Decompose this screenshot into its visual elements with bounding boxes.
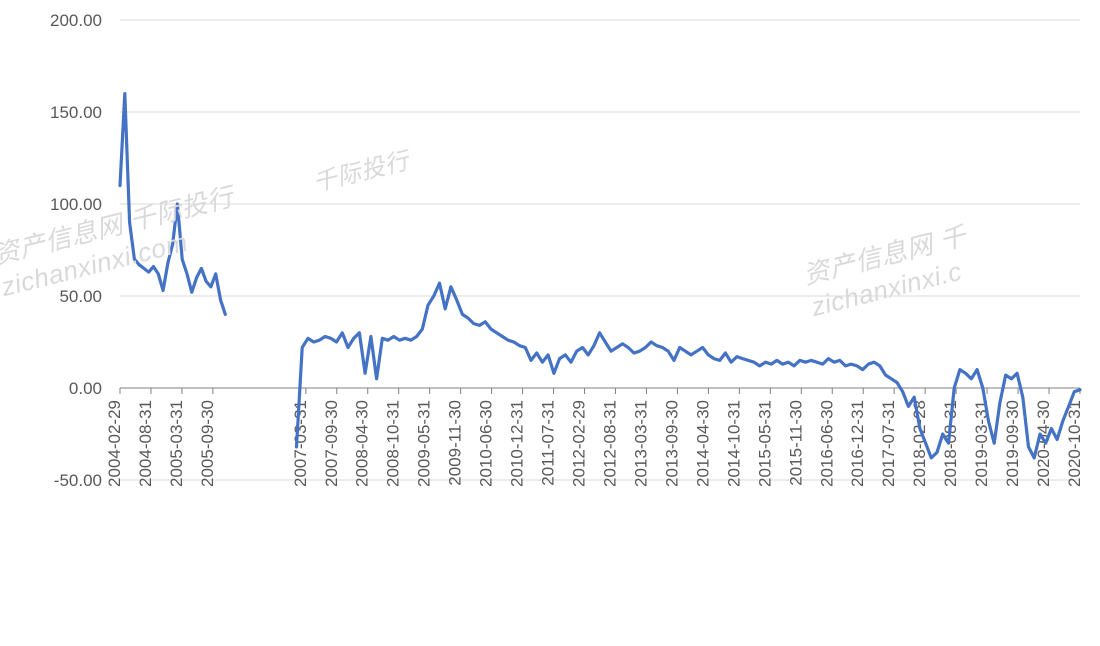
x-tick-label: 2008-10-31 [384, 400, 403, 487]
x-tick-label: 2013-09-30 [662, 400, 681, 487]
y-tick-label: 200.00 [50, 11, 102, 30]
y-tick-label: -50.00 [54, 471, 102, 490]
x-tick-label: 2014-04-30 [693, 400, 712, 487]
x-tick-label: 2010-12-31 [508, 400, 527, 487]
y-tick-label: 150.00 [50, 103, 102, 122]
x-tick-label: 2005-03-31 [167, 400, 186, 487]
y-tick-label: 0.00 [69, 379, 102, 398]
x-tick-label: 2007-03-31 [291, 400, 310, 487]
y-tick-label: 100.00 [50, 195, 102, 214]
x-tick-label: 2013-03-31 [631, 400, 650, 487]
x-tick-label: 2007-09-30 [322, 400, 341, 487]
chart-svg: -50.00 0.00 50.00 100.00 150.00 200.00 2004-02… [0, 0, 1100, 646]
x-tick-label: 2004-08-31 [136, 400, 155, 487]
x-tick-label: 2015-05-31 [755, 400, 774, 487]
x-tick-label: 2015-11-30 [786, 400, 805, 486]
y-tick-label: 50.00 [59, 287, 102, 306]
x-tick-label: 2020-10-31 [1065, 400, 1084, 487]
x-tick-label: 2005-09-30 [198, 400, 217, 487]
x-tick-label: 2010-06-30 [477, 400, 496, 487]
x-tick-label: 2008-04-30 [353, 400, 372, 487]
x-tick-label: 2016-06-30 [817, 400, 836, 487]
x-tick-label: 2012-02-29 [570, 400, 589, 487]
x-tick-label: 2009-11-30 [446, 400, 465, 486]
x-tick-label: 2014-10-31 [724, 400, 743, 487]
x-tick-label: 2016-12-31 [848, 400, 867, 487]
x-tick-label: 2011-07-31 [539, 400, 558, 486]
x-tick-label: 2009-05-31 [415, 400, 434, 487]
x-tick-label: 2019-09-30 [1003, 400, 1022, 487]
x-tick-label: 2017-07-31 [879, 400, 898, 487]
line-chart: -50.00 0.00 50.00 100.00 150.00 200.00 2004-02… [0, 0, 1100, 646]
x-tick-label: 2004-02-29 [105, 400, 124, 487]
x-tick-label: 2012-08-31 [600, 400, 619, 487]
